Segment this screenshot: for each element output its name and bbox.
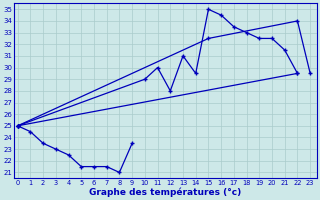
X-axis label: Graphe des températures (°c): Graphe des températures (°c) <box>89 187 241 197</box>
